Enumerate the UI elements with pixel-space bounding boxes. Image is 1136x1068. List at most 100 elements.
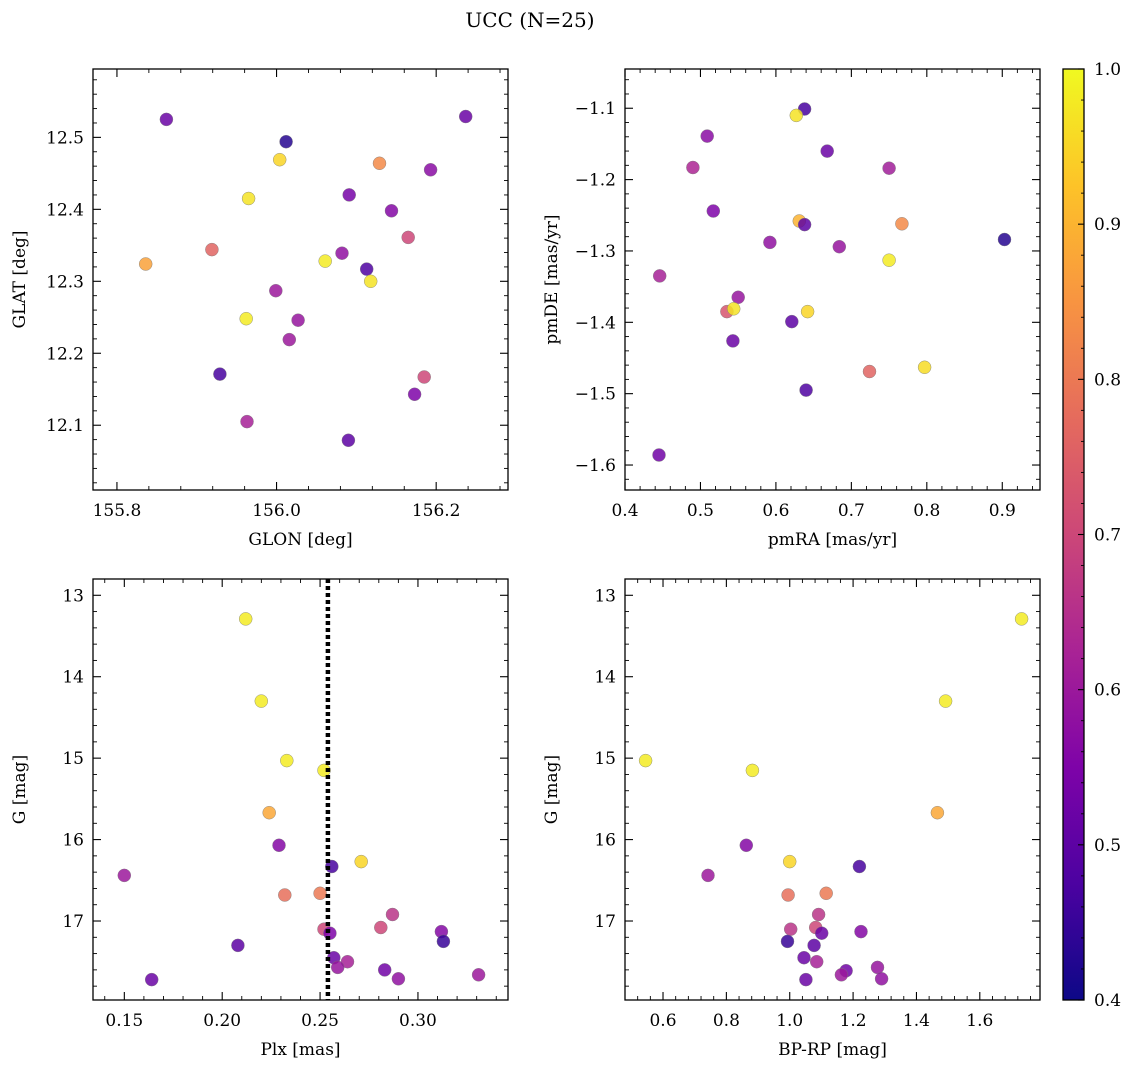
data-point-23 <box>240 414 254 429</box>
x-tick-label: 1.4 <box>903 1011 930 1031</box>
data-point-24 <box>874 972 889 986</box>
data-point-20 <box>331 960 345 975</box>
data-point-10 <box>763 235 777 250</box>
axes-frame <box>92 68 509 491</box>
x-axis-label: BP-RP [mag] <box>778 1040 887 1060</box>
data-point-8 <box>797 217 812 232</box>
data-point-7 <box>342 188 356 202</box>
x-tick-label: 1.0 <box>776 1011 803 1031</box>
y-axis-label: GLAT [deg] <box>10 230 30 328</box>
data-point-19 <box>785 314 799 329</box>
y-tick-label: −1.6 <box>575 456 616 476</box>
data-point-2 <box>638 753 653 768</box>
data-point-12 <box>784 922 798 936</box>
data-point-19 <box>282 332 296 347</box>
y-tick-label: 16 <box>62 831 84 851</box>
data-point-1 <box>254 694 268 708</box>
data-point-0 <box>159 112 174 127</box>
x-axis-label: pmRA [mas/yr] <box>768 530 897 550</box>
y-tick-label: −1.1 <box>575 99 616 119</box>
data-point-12 <box>997 232 1012 247</box>
data-point-10 <box>313 886 327 900</box>
data-point-24 <box>341 433 356 447</box>
data-point-3 <box>820 144 834 158</box>
y-tick-label: 12.3 <box>46 272 84 292</box>
x-axis-label: Plx [mas] <box>260 1040 340 1060</box>
data-point-6 <box>852 859 867 874</box>
data-point-5 <box>882 161 896 175</box>
panel-color-magnitude: 0.6 0.8 1.0 1.2 1.4 1.6 13 14 15 16 17 BP-RP [mag] G… <box>542 578 1041 1060</box>
colorbar-tick-label: 0.9 <box>1094 215 1121 235</box>
x-tick-label: 1.2 <box>840 1011 867 1031</box>
y-tick-label: 15 <box>62 749 84 769</box>
data-point-15 <box>731 290 745 304</box>
data-point-1 <box>789 108 803 123</box>
data-point-15 <box>364 274 378 288</box>
data-point-9 <box>895 217 909 231</box>
data-point-1 <box>938 694 953 708</box>
data-point-8 <box>701 868 715 883</box>
data-point-21 <box>417 370 431 384</box>
data-point-21 <box>862 364 877 379</box>
data-point-23 <box>799 972 813 987</box>
data-point-17 <box>807 938 821 953</box>
data-point-7 <box>354 854 368 869</box>
data-point-4 <box>930 806 945 820</box>
data-point-9 <box>278 888 292 902</box>
y-tick-label: −1.3 <box>575 242 616 262</box>
data-point-22 <box>471 968 486 982</box>
y-tick-label: −1.4 <box>575 313 616 333</box>
data-point-20 <box>726 334 740 348</box>
data-point-8 <box>117 868 132 883</box>
y-axis-label: G [mag] <box>542 755 562 824</box>
data-point-0 <box>238 612 253 626</box>
data-point-24 <box>391 972 406 986</box>
data-point-11 <box>811 907 826 922</box>
y-tick-label: 13 <box>594 586 616 606</box>
data-point-4 <box>262 806 276 820</box>
data-point-3 <box>317 763 331 778</box>
y-axis-label: G [mag] <box>10 755 30 824</box>
data-point-24 <box>652 448 666 462</box>
data-point-14 <box>815 926 829 940</box>
data-point-18 <box>800 304 815 319</box>
colorbar-tick-label: 0.8 <box>1094 370 1121 390</box>
data-point-16 <box>436 934 451 949</box>
data-point-9 <box>781 888 795 902</box>
data-point-21 <box>378 963 392 977</box>
x-tick-label: 0.15 <box>105 1011 143 1031</box>
panel-proper-motion: 0.4 0.5 0.6 0.7 0.8 0.9 −1.6 −1.5 −1.4 −1.3 −1.2 −1… <box>542 68 1041 550</box>
data-point-22 <box>834 968 849 982</box>
data-point-15 <box>854 924 868 939</box>
data-point-10 <box>205 242 219 257</box>
data-point-4 <box>686 160 700 175</box>
data-point-7 <box>783 854 797 869</box>
colorbar-tick-label: 0.4 <box>1094 991 1121 1011</box>
data-point-9 <box>401 230 415 245</box>
data-point-10 <box>819 886 833 900</box>
x-tick-label: 0.9 <box>989 501 1016 521</box>
data-point-17 <box>239 312 253 326</box>
data-point-4 <box>423 163 438 177</box>
colorbar-gradient <box>1063 69 1084 1000</box>
data-point-13 <box>335 246 349 260</box>
x-tick-label: 0.7 <box>838 501 865 521</box>
colorbar-tick-label: 1.0 <box>1094 60 1121 80</box>
y-tick-label: −1.2 <box>575 171 616 191</box>
x-tick-label: 0.8 <box>713 1011 740 1031</box>
data-point-11 <box>832 239 846 254</box>
y-tick-label: 16 <box>594 831 616 851</box>
y-tick-label: 12.5 <box>46 128 84 148</box>
data-point-17 <box>727 302 741 316</box>
data-point-22 <box>917 360 932 374</box>
panel-sky: 155.8 156.0 156.2 12.1 12.2 12.3 12.4 12.5 GLON … <box>10 68 509 550</box>
x-tick-label: 0.25 <box>301 1011 339 1031</box>
data-point-2 <box>700 129 714 143</box>
data-point-13 <box>882 253 896 267</box>
data-point-11 <box>385 907 400 922</box>
colorbar-tick-label: 0.6 <box>1094 681 1121 701</box>
axes-frame <box>624 68 1041 491</box>
figure-title: UCC (N=25) <box>465 8 594 32</box>
data-point-5 <box>459 109 473 124</box>
